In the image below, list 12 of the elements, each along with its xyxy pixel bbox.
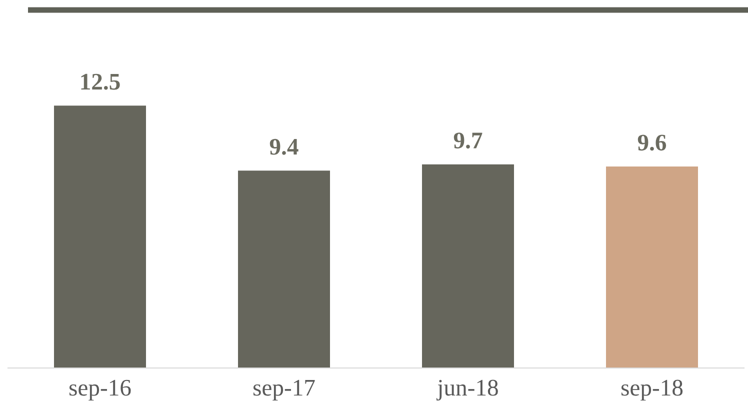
x-tick-label: sep-18 bbox=[621, 380, 683, 401]
data-label: 9.4 bbox=[270, 138, 298, 155]
x-tick-label: sep-17 bbox=[253, 380, 315, 401]
bar bbox=[422, 164, 514, 368]
bar bbox=[54, 106, 146, 368]
x-tick-label: sep-16 bbox=[69, 380, 131, 401]
data-label: 12.5 bbox=[81, 74, 120, 90]
bar bbox=[238, 170, 330, 368]
bar bbox=[606, 166, 698, 368]
x-tick-label: jun-18 bbox=[436, 380, 498, 401]
data-label: 9.7 bbox=[454, 132, 482, 149]
data-label: 9.6 bbox=[638, 134, 666, 151]
